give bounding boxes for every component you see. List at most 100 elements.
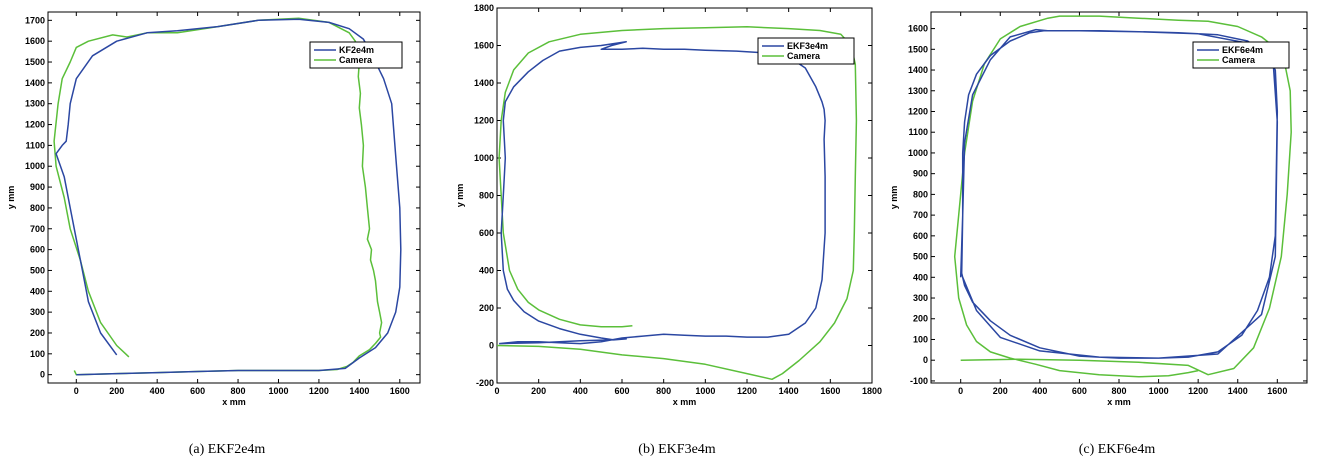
y-tick-label: 0	[40, 370, 45, 380]
x-tick-label: 0	[958, 386, 963, 396]
x-tick-label: 1600	[820, 386, 840, 396]
y-tick-label: 1800	[474, 3, 494, 13]
y-tick-label: 800	[913, 189, 928, 199]
y-tick-label: 1100	[25, 140, 45, 150]
y-tick-label: 500	[913, 252, 928, 262]
figure-caption: (c) EKF6e4m	[1079, 442, 1156, 457]
legend-box	[757, 37, 855, 65]
y-tick-label: 1600	[908, 24, 928, 34]
y-tick-label: -100	[910, 376, 928, 386]
y-tick-label: 300	[913, 293, 928, 303]
x-tick-label: 200	[993, 386, 1008, 396]
legend-label: EKF6e4m	[1222, 45, 1263, 55]
y-axis-label: y mm	[6, 186, 16, 210]
y-tick-label: 100	[913, 334, 928, 344]
y-tick-label: 200	[30, 328, 45, 338]
y-tick-label: 1400	[474, 78, 494, 88]
y-tick-label: 900	[30, 182, 45, 192]
y-axis-label: y mm	[455, 184, 465, 208]
x-axis-label: x mm	[673, 397, 697, 407]
y-tick-label: 400	[30, 286, 45, 296]
x-tick-label: 800	[231, 386, 246, 396]
x-tick-label: 400	[1032, 386, 1047, 396]
x-tick-label: 1600	[390, 386, 410, 396]
x-tick-label: 600	[190, 386, 205, 396]
x-tick-label: 0	[494, 386, 499, 396]
y-tick-label: 200	[479, 303, 494, 313]
y-tick-label: 1000	[474, 153, 494, 163]
y-tick-label: 1100	[908, 127, 928, 137]
x-tick-label: 1400	[1228, 386, 1248, 396]
y-tick-label: 100	[30, 349, 45, 359]
x-tick-label: 200	[531, 386, 546, 396]
series-line-camera	[953, 15, 1292, 378]
x-tick-label: 0	[74, 386, 79, 396]
x-tick-label: 200	[109, 386, 124, 396]
x-tick-label: 600	[1072, 386, 1087, 396]
y-tick-label: 1000	[25, 161, 45, 171]
y-tick-label: 1600	[25, 36, 45, 46]
y-tick-label: 1300	[908, 86, 928, 96]
y-tick-label: 1200	[908, 106, 928, 116]
y-tick-label: 900	[913, 169, 928, 179]
chart-panel-1: 0 200 400 600 800 1000 1200 1400 1600 0 100 200 300 4…	[6, 11, 421, 457]
x-tick-label: 1200	[1188, 386, 1208, 396]
plot-frame	[930, 11, 1308, 384]
x-tick-label: 1200	[309, 386, 329, 396]
y-tick-label: 300	[30, 307, 45, 317]
x-tick-label: 800	[656, 386, 671, 396]
series-line-estimate	[499, 41, 826, 345]
x-tick-label: 800	[1111, 386, 1126, 396]
x-tick-label: 1400	[779, 386, 799, 396]
x-axis-label: x mm	[222, 397, 246, 407]
y-tick-label: 1500	[25, 57, 45, 67]
x-tick-label: 1400	[349, 386, 369, 396]
y-tick-label: 500	[30, 265, 45, 275]
y-tick-label: 200	[913, 314, 928, 324]
series-line-estimate	[959, 28, 1279, 359]
y-tick-label: 600	[30, 245, 45, 255]
y-tick-label: 700	[30, 224, 45, 234]
series-line-camera	[496, 26, 858, 381]
y-tick-label: 1400	[908, 65, 928, 75]
x-axis-label: x mm	[1107, 397, 1131, 407]
y-tick-label: 1200	[25, 120, 45, 130]
y-tick-label: 600	[913, 231, 928, 241]
y-tick-label: 800	[30, 203, 45, 213]
y-tick-label: 1200	[474, 116, 494, 126]
figure-caption: (b) EKF3e4m	[638, 442, 715, 457]
y-tick-label: 600	[479, 228, 494, 238]
x-tick-label: 1000	[695, 386, 715, 396]
y-tick-label: 0	[489, 341, 494, 351]
series-line-estimate	[55, 18, 402, 376]
y-tick-label: 400	[479, 266, 494, 276]
legend-label: EKF3e4m	[787, 41, 828, 51]
chart-panel-2: 0 200 400 600 800 1000 1200 1400 1600 1800-200020…	[455, 3, 882, 457]
y-tick-label: 400	[913, 272, 928, 282]
y-tick-label: 800	[479, 191, 494, 201]
x-tick-label: 1000	[268, 386, 288, 396]
legend-label: KF2e4m	[339, 45, 374, 55]
legend-box	[309, 41, 403, 69]
y-tick-label: 1300	[25, 99, 45, 109]
chart-panel-3: 0 200 400 600 800 1000 1200 1400 1600 -100 0 100 200…	[889, 11, 1308, 457]
x-tick-label: 1600	[1267, 386, 1287, 396]
x-tick-label: 1000	[1149, 386, 1169, 396]
x-tick-label: 400	[150, 386, 165, 396]
y-tick-label: 1700	[25, 15, 45, 25]
legend-label: Camera	[1222, 55, 1256, 65]
x-tick-label: 1200	[737, 386, 757, 396]
y-tick-label: 0	[923, 355, 928, 365]
y-tick-label: -200	[476, 378, 494, 388]
x-tick-label: 600	[614, 386, 629, 396]
y-axis-label: y mm	[889, 186, 899, 210]
y-tick-label: 1000	[908, 148, 928, 158]
figure-caption: (a) EKF2e4m	[189, 442, 266, 457]
y-tick-label: 1500	[908, 44, 928, 54]
y-tick-label: 700	[913, 210, 928, 220]
x-tick-label: 1800	[862, 386, 882, 396]
y-tick-label: 1600	[474, 41, 494, 51]
legend-box	[1192, 41, 1290, 69]
y-tick-label: 1400	[25, 78, 45, 88]
